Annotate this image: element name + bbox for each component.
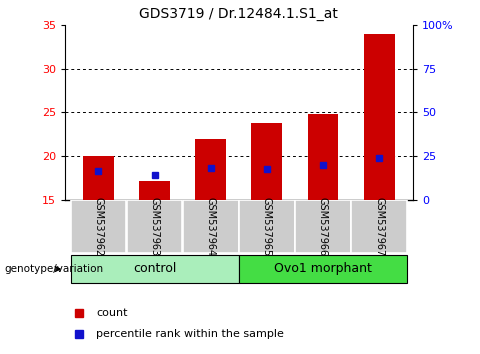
Bar [351, 200, 407, 253]
Text: GSM537962: GSM537962 [94, 197, 104, 256]
Bar [239, 255, 407, 283]
Text: GSM537963: GSM537963 [150, 197, 160, 256]
Text: control: control [133, 262, 176, 275]
Bar [139, 181, 170, 200]
Text: count: count [96, 308, 128, 318]
Bar [183, 200, 239, 253]
Bar [252, 123, 282, 200]
Bar [71, 255, 239, 283]
Bar [195, 139, 226, 200]
Bar [308, 114, 338, 200]
Bar [295, 200, 351, 253]
Title: GDS3719 / Dr.12484.1.S1_at: GDS3719 / Dr.12484.1.S1_at [139, 7, 338, 21]
Text: GSM537965: GSM537965 [262, 197, 272, 256]
Text: GSM537967: GSM537967 [374, 197, 384, 256]
Bar [127, 200, 182, 253]
Text: GSM537964: GSM537964 [206, 197, 216, 256]
Bar [71, 200, 126, 253]
Bar [239, 200, 295, 253]
Text: percentile rank within the sample: percentile rank within the sample [96, 329, 284, 339]
Bar [83, 156, 114, 200]
Text: GSM537966: GSM537966 [318, 197, 328, 256]
Text: genotype/variation: genotype/variation [5, 264, 104, 274]
Bar [364, 34, 395, 200]
Text: Ovo1 morphant: Ovo1 morphant [274, 262, 372, 275]
